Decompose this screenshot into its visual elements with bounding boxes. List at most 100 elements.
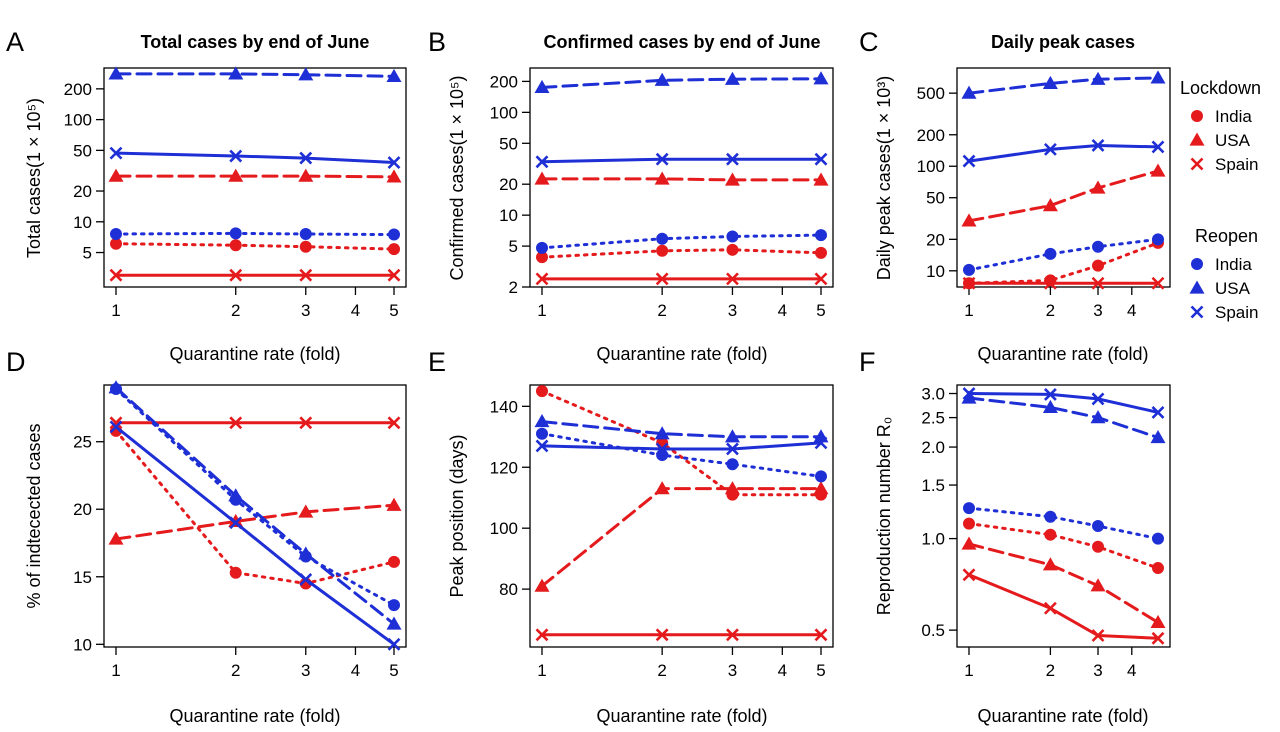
plot-frame — [956, 67, 1171, 288]
data-point — [1092, 520, 1105, 533]
data-point — [813, 172, 829, 186]
data-point — [814, 436, 828, 450]
data-point — [1150, 614, 1166, 629]
series-reopen-spain — [109, 146, 401, 169]
series-line — [540, 441, 823, 451]
data-point — [387, 637, 401, 651]
series-line — [967, 506, 1160, 541]
data-point — [535, 439, 549, 453]
y-tick-label: 200 — [64, 80, 92, 99]
data-point — [299, 573, 313, 586]
series-lockdown-india — [963, 236, 1164, 290]
y-tick-label: 1.0 — [921, 530, 945, 549]
data-point — [656, 232, 669, 245]
y-tick-label: 140 — [490, 397, 518, 416]
data-point — [726, 442, 739, 456]
y-axis-label: Total cases(1 × 10⁵) — [24, 98, 44, 258]
data-point — [1042, 198, 1058, 212]
data-point — [1042, 75, 1058, 90]
data-point — [536, 241, 548, 254]
series-lockdown-usa — [961, 536, 1166, 629]
data-point — [815, 246, 827, 259]
legend-label: India — [1215, 255, 1252, 274]
y-tick-label: 10 — [73, 635, 92, 654]
y-axis-label: Daily peak cases(1 × 10³) — [874, 76, 894, 281]
series-line — [114, 231, 396, 237]
series-line — [540, 487, 823, 588]
y-tick-label: 1.5 — [921, 476, 945, 495]
data-point — [387, 156, 401, 169]
data-point — [534, 578, 550, 592]
panel-title: Confirmed cases by end of June — [543, 32, 820, 52]
data-point — [109, 420, 123, 434]
data-point — [813, 71, 829, 85]
series-line — [114, 425, 396, 646]
data-point — [1091, 276, 1105, 290]
series-line — [114, 151, 396, 164]
panel-letter: C — [859, 27, 879, 57]
y-tick-label: 3.0 — [921, 385, 945, 404]
series-line — [540, 389, 823, 497]
data-point — [961, 85, 977, 99]
data-point — [814, 152, 828, 166]
data-point — [962, 276, 976, 290]
data-point — [229, 516, 243, 530]
data-point — [299, 268, 313, 282]
data-point — [536, 385, 548, 398]
panel-title: Daily peak cases — [991, 32, 1135, 52]
series-reopen-usa — [534, 71, 829, 93]
data-point — [813, 481, 829, 495]
y-tick-label: 20 — [73, 500, 92, 519]
series-lockdown-spain — [535, 628, 828, 642]
data-point — [228, 513, 244, 528]
data-point — [963, 263, 975, 276]
data-point — [228, 168, 244, 182]
data-point — [299, 240, 312, 253]
y-tick-label: 50 — [73, 141, 92, 160]
y-tick-label: 10 — [926, 262, 945, 281]
y-axis-label: Peak position (days) — [447, 434, 467, 597]
x-tick-label: 4 — [778, 661, 787, 680]
y-tick-label: 10 — [73, 213, 92, 232]
series-line — [114, 242, 396, 251]
x-tick-label: 2 — [231, 301, 240, 320]
panel-letter: D — [6, 347, 26, 377]
y-tick-label: 20 — [926, 230, 945, 249]
data-point — [388, 555, 400, 568]
data-point — [1150, 430, 1166, 444]
data-point — [654, 481, 670, 495]
data-point — [656, 449, 669, 462]
y-tick-label: 120 — [490, 458, 518, 477]
data-point — [1042, 557, 1058, 571]
data-point — [815, 229, 827, 242]
data-point — [1151, 140, 1165, 154]
series-line — [967, 237, 1160, 272]
data-point — [655, 272, 669, 286]
panel-d: D 1 2 3 4 5 10 15 20 25 Quarantine rate (fold) % of… — [6, 347, 407, 726]
data-point — [536, 251, 548, 264]
data-point — [299, 227, 312, 240]
data-point — [1043, 387, 1057, 401]
data-point — [387, 416, 401, 430]
x-tick-label: 2 — [657, 661, 666, 680]
data-point — [534, 79, 550, 93]
data-point — [228, 66, 244, 80]
data-point — [108, 168, 124, 182]
y-tick-label: 20 — [73, 182, 92, 201]
series-lockdown-spain — [109, 268, 401, 282]
data-point — [229, 566, 242, 579]
data-point — [298, 504, 314, 518]
data-point — [1150, 163, 1166, 177]
x-axis-label: Quarantine rate (fold) — [596, 706, 767, 726]
y-tick-label: 200 — [917, 126, 945, 145]
legend-marker — [1191, 110, 1203, 122]
data-point — [387, 268, 401, 282]
data-point — [961, 213, 977, 227]
x-tick-label: 3 — [301, 301, 310, 320]
series-lockdown-india — [963, 517, 1164, 575]
x-axis-label: Quarantine rate (fold) — [596, 344, 767, 364]
legend-title: Reopen — [1195, 226, 1258, 246]
legend-label: USA — [1215, 279, 1251, 298]
